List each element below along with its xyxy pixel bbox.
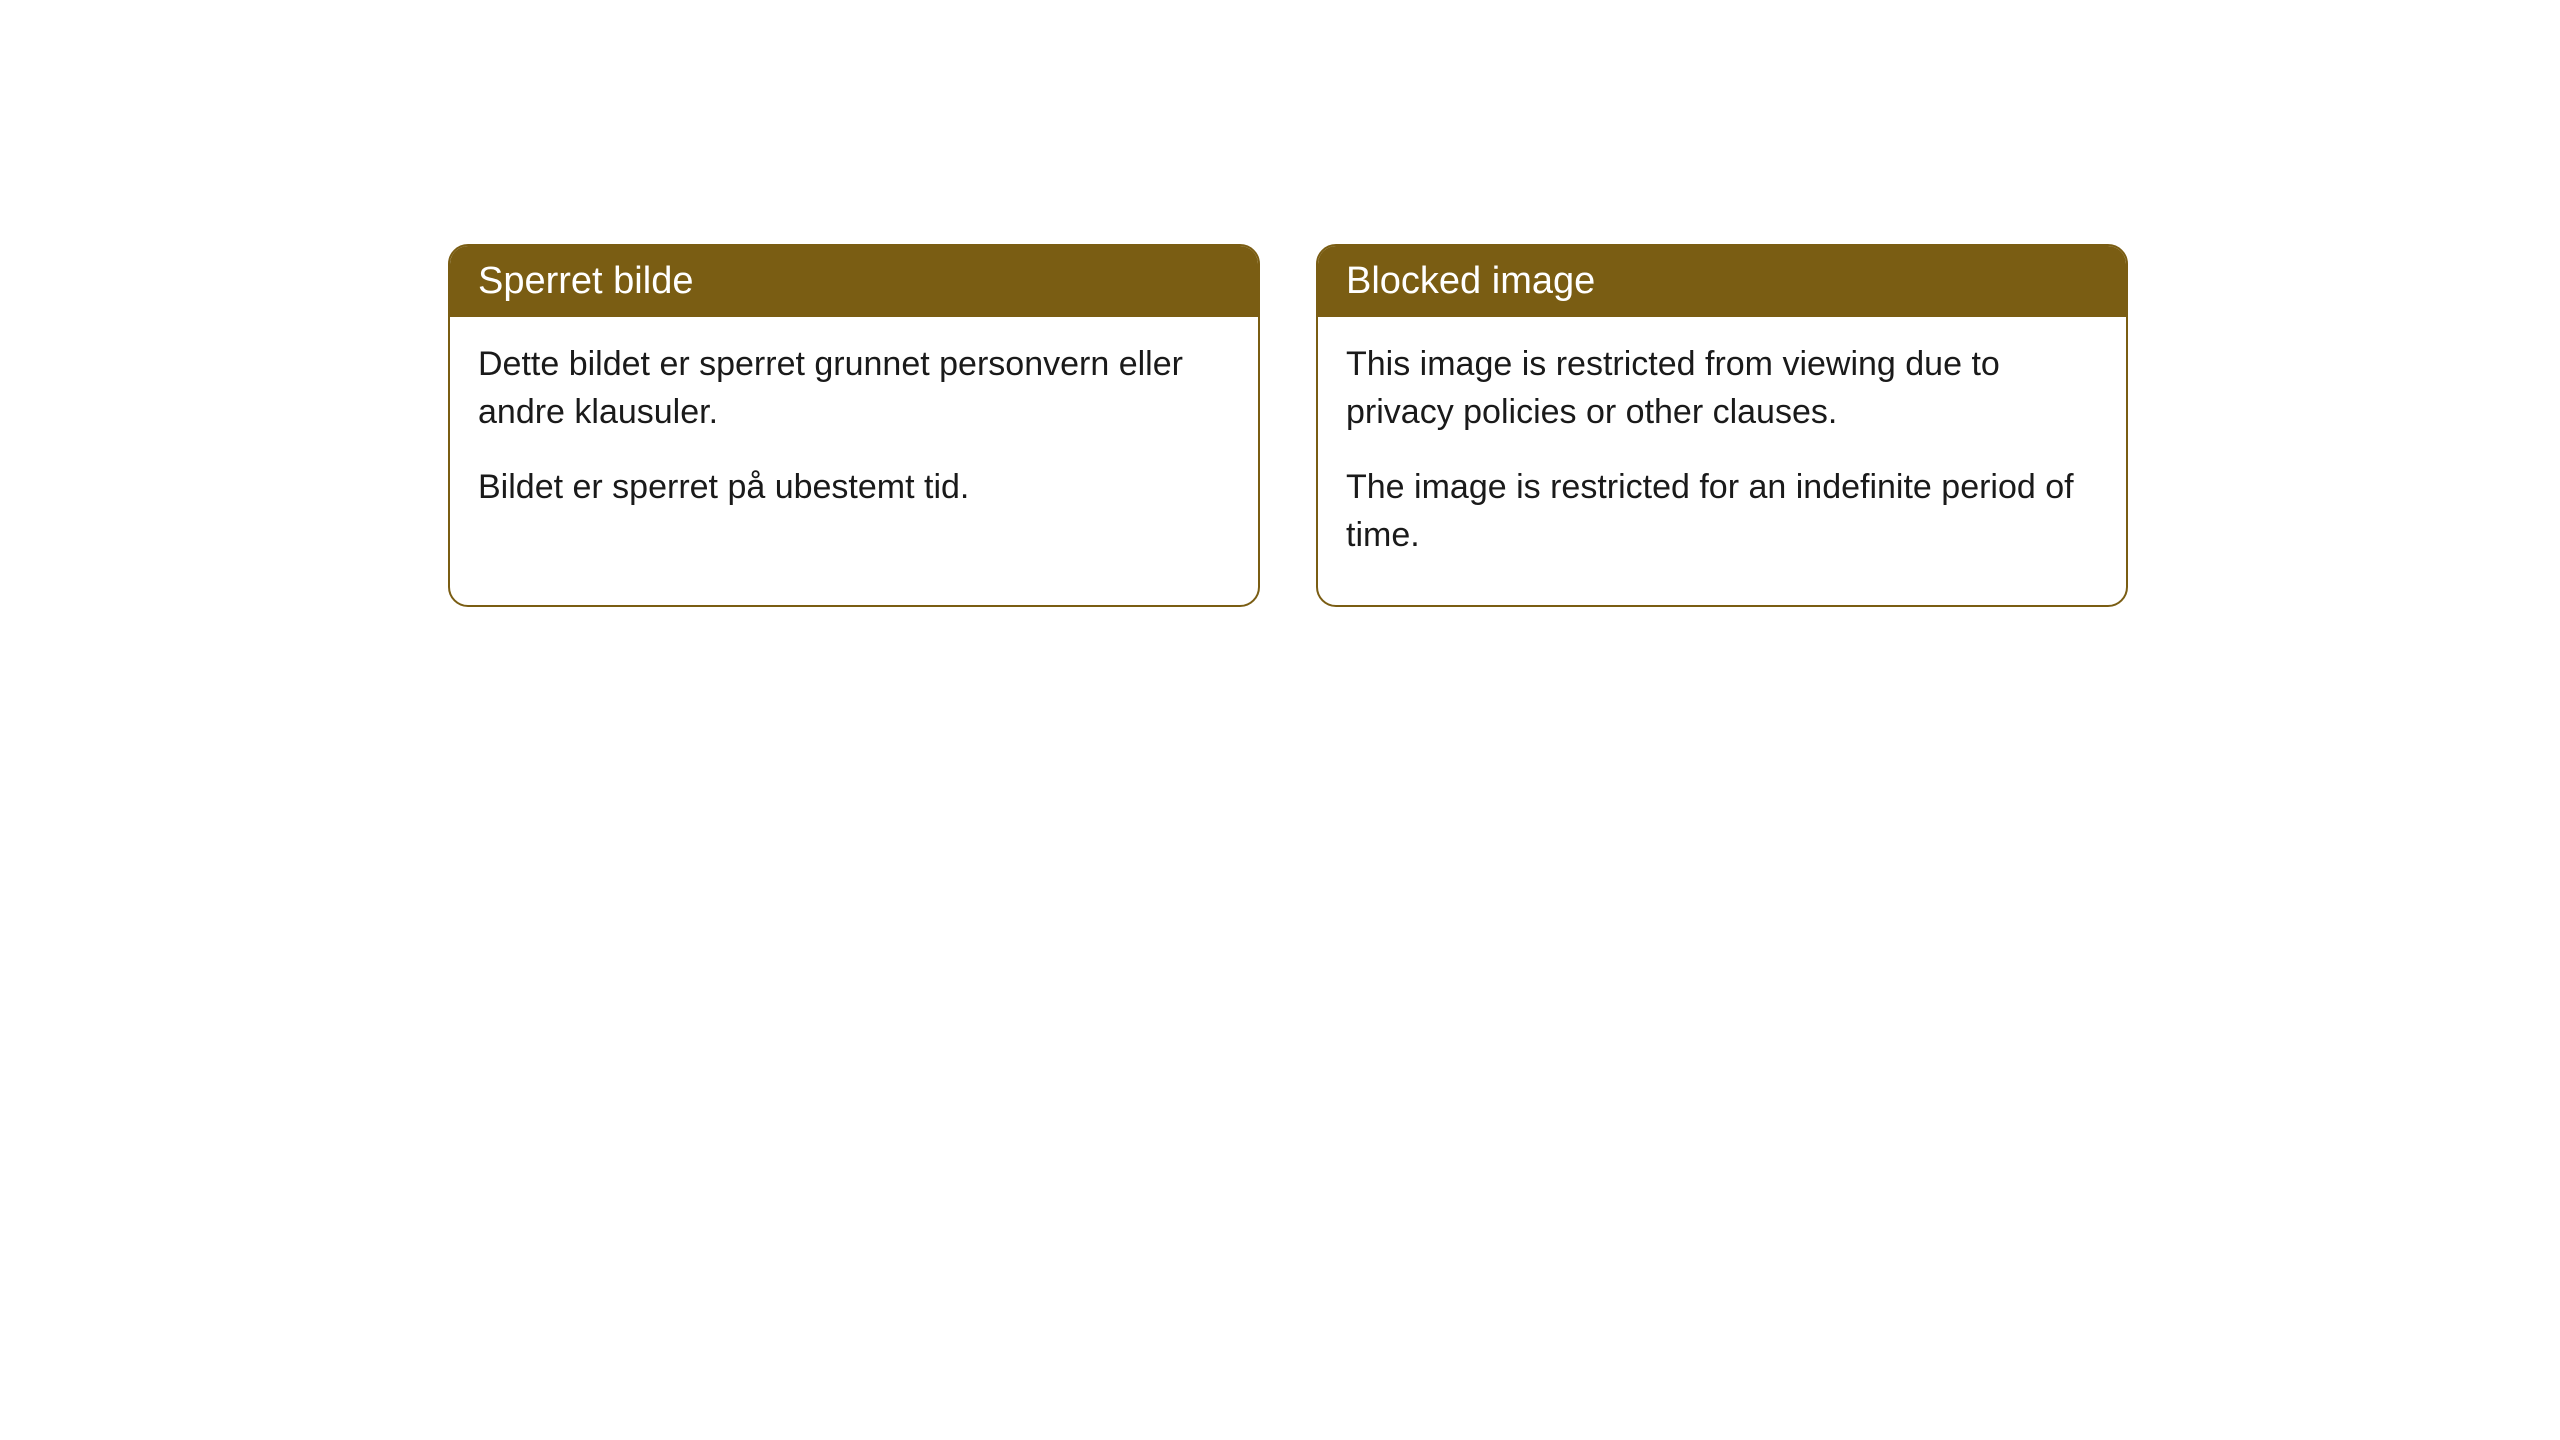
card-english: Blocked image This image is restricted f…: [1316, 244, 2128, 607]
card-paragraph-1-norwegian: Dette bildet er sperret grunnet personve…: [478, 341, 1230, 436]
card-body-english: This image is restricted from viewing du…: [1318, 317, 2126, 605]
card-body-norwegian: Dette bildet er sperret grunnet personve…: [450, 317, 1258, 558]
card-norwegian: Sperret bilde Dette bildet er sperret gr…: [448, 244, 1260, 607]
card-paragraph-1-english: This image is restricted from viewing du…: [1346, 341, 2098, 436]
card-paragraph-2-norwegian: Bildet er sperret på ubestemt tid.: [478, 464, 1230, 512]
card-header-norwegian: Sperret bilde: [450, 246, 1258, 317]
card-header-english: Blocked image: [1318, 246, 2126, 317]
card-paragraph-2-english: The image is restricted for an indefinit…: [1346, 464, 2098, 559]
cards-container: Sperret bilde Dette bildet er sperret gr…: [0, 0, 2560, 607]
